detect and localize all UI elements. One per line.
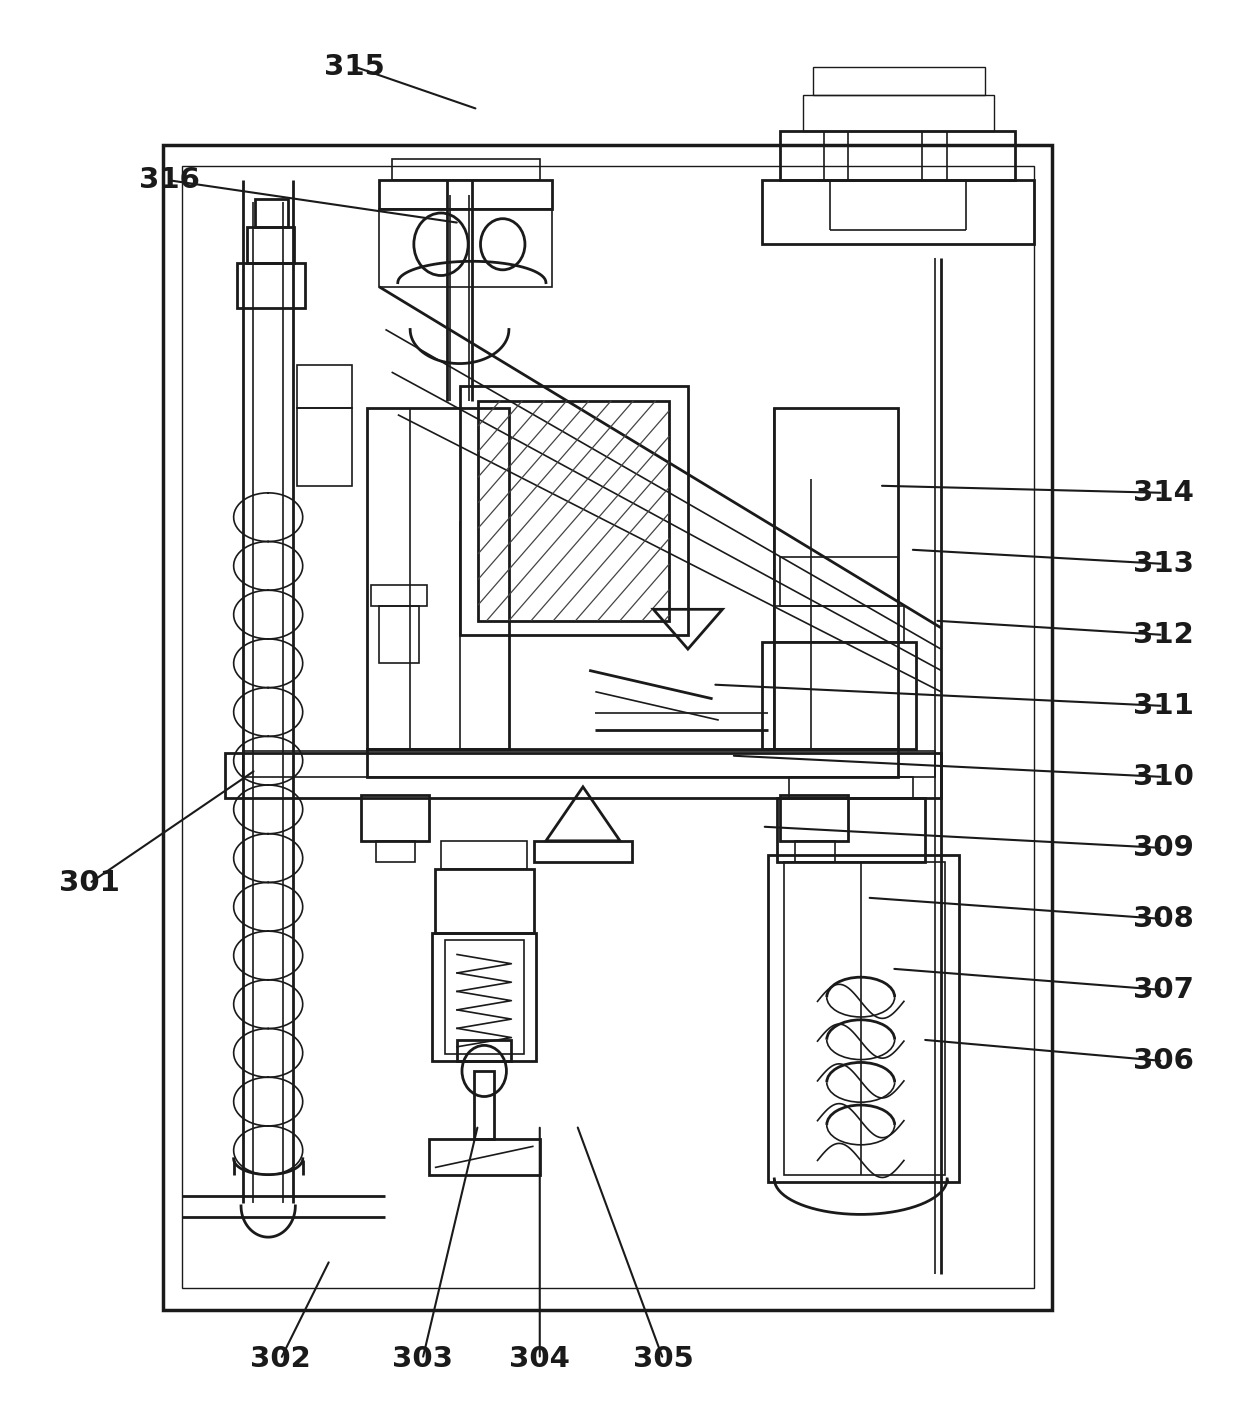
- Text: 312: 312: [1133, 620, 1194, 649]
- Text: 311: 311: [1132, 692, 1194, 720]
- Text: 309: 309: [1132, 834, 1194, 861]
- Bar: [367, 408, 508, 749]
- Bar: [182, 165, 1033, 1288]
- Bar: [224, 753, 941, 799]
- Bar: [802, 96, 994, 131]
- Text: 305: 305: [632, 1345, 693, 1373]
- Text: 308: 308: [1133, 906, 1194, 933]
- Bar: [776, 799, 925, 863]
- Bar: [376, 841, 415, 863]
- Bar: [243, 752, 935, 777]
- Bar: [433, 933, 536, 1061]
- Bar: [780, 796, 848, 841]
- Bar: [296, 408, 352, 486]
- Bar: [784, 863, 945, 1175]
- Bar: [371, 585, 428, 606]
- Bar: [254, 198, 288, 227]
- Text: 316: 316: [139, 167, 200, 194]
- Text: 314: 314: [1132, 479, 1194, 506]
- Bar: [768, 856, 960, 1182]
- Text: 304: 304: [510, 1345, 570, 1373]
- Text: 302: 302: [250, 1345, 311, 1373]
- Bar: [379, 606, 419, 663]
- Bar: [812, 67, 986, 96]
- Bar: [533, 841, 632, 863]
- Bar: [458, 1040, 511, 1061]
- Bar: [445, 940, 523, 1054]
- Text: 315: 315: [324, 53, 384, 81]
- Bar: [789, 777, 913, 799]
- Text: 306: 306: [1132, 1047, 1194, 1075]
- Bar: [780, 131, 1016, 180]
- Text: 307: 307: [1132, 975, 1194, 1004]
- Bar: [379, 208, 552, 287]
- Bar: [761, 180, 1033, 244]
- Bar: [441, 841, 527, 870]
- Bar: [774, 408, 898, 749]
- Bar: [795, 841, 835, 863]
- Bar: [164, 145, 1052, 1309]
- Bar: [367, 749, 898, 777]
- Bar: [774, 606, 904, 642]
- Bar: [237, 262, 305, 308]
- Bar: [479, 401, 670, 620]
- Bar: [435, 870, 533, 933]
- Bar: [761, 642, 916, 749]
- Text: 313: 313: [1132, 550, 1194, 578]
- Bar: [296, 365, 352, 408]
- Bar: [475, 1071, 494, 1139]
- Bar: [247, 227, 294, 262]
- Bar: [379, 180, 552, 208]
- Text: 301: 301: [58, 870, 119, 897]
- Bar: [361, 796, 429, 841]
- Text: 310: 310: [1132, 763, 1194, 791]
- Bar: [429, 1139, 539, 1175]
- Bar: [392, 160, 539, 180]
- Bar: [780, 556, 898, 606]
- Bar: [460, 386, 688, 635]
- Text: 303: 303: [392, 1345, 453, 1373]
